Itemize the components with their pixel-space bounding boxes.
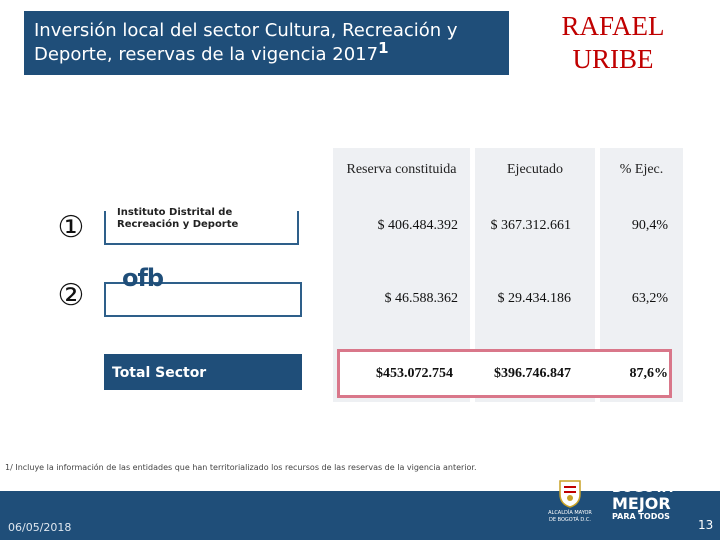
total-pct-value: 87,6% [629,366,669,381]
alcaldia-logo-text: ALCALDÍA MAYOR DE BOGOTÁ D.C. [548,510,592,523]
bogota-mejor-logo: BOGOTÁ MEJOR PARA TODOS [612,482,692,532]
footer-bar [0,491,720,540]
total-ejecutado-value: $396.746.847 [494,366,571,381]
title-text: Inversión local del sector Cultura, Recr… [34,20,458,65]
page-title: Inversión local del sector Cultura, Recr… [24,11,509,75]
column-header-reserva: Reserva constituida [346,162,457,177]
total-reserva-value: $453.072.754 [376,366,453,381]
ofb-logo: ofb [122,264,164,292]
entity-box-idrd [104,211,299,245]
bogota-logo-line-1: BOGOTÁ [612,481,673,496]
column-header-ejecutado: Ejecutado [507,162,563,177]
locality-name: RAFAEL URIBE [561,11,665,74]
ejecutado-value-row-1: $ 367.312.661 [490,218,572,233]
ejecutado-value-row-2: $ 29.434.186 [497,291,572,306]
row-marker-1: ① [57,210,85,245]
row-marker-2: ② [57,278,85,313]
total-highlight-box [337,349,672,398]
title-footnote-marker: 1 [378,39,389,57]
pct-value-row-2: 63,2% [631,291,668,306]
alcaldia-logo: ALCALDÍA MAYOR DE BOGOTÁ D.C. [545,478,595,536]
footer-date: 06/05/2018 [8,521,72,534]
entity-box-ofb [104,282,302,317]
footnote: 1/ Incluye la información de las entidad… [5,463,477,472]
bogota-logo-line-2: MEJOR [612,494,671,513]
reserva-value-row-2: $ 46.588.362 [384,291,459,306]
page-number: 13 [698,518,714,532]
reserva-value-row-1: $ 406.484.392 [377,218,459,233]
coat-of-arms-icon [559,480,581,508]
total-sector-label: Total Sector [104,354,302,390]
entity-label-idrd: Instituto Distrital de Recreación y Depo… [117,207,239,230]
pct-value-row-1: 90,4% [631,218,668,233]
column-header-pct: % Ejec. [619,162,664,177]
bogota-logo-line-3: PARA TODOS [612,512,670,521]
ofb-logo-text: ofb [122,264,164,292]
